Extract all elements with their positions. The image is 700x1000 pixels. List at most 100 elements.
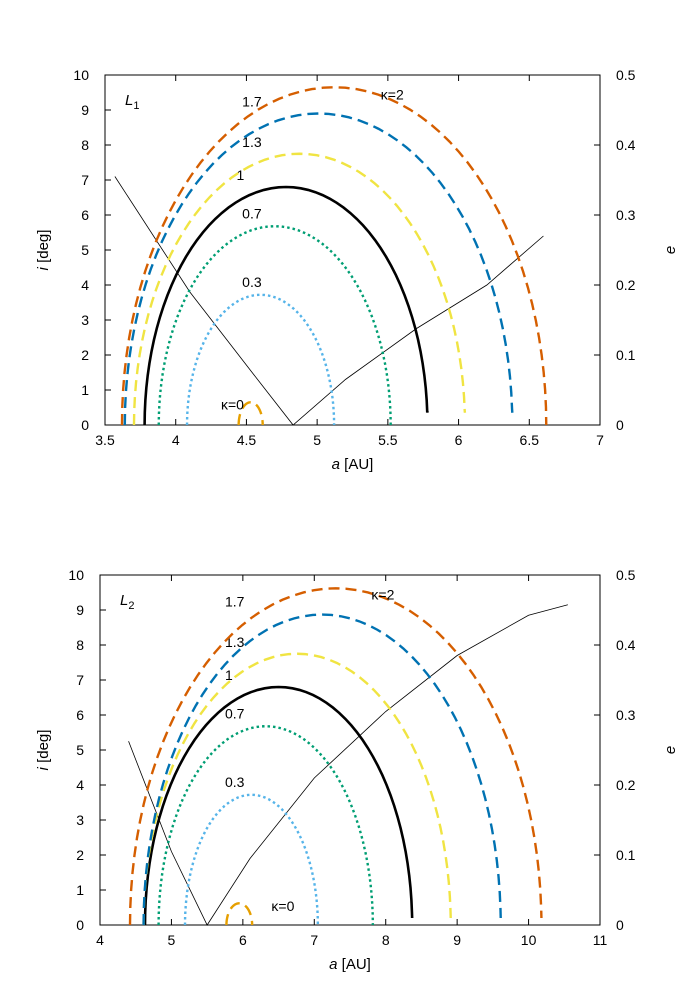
kappa-curve-k03 [183, 793, 320, 926]
x-tick-label: 6 [455, 432, 463, 448]
y-tick-label: 0 [81, 417, 89, 433]
y2-tick-label: 0.2 [616, 277, 636, 293]
kappa-label-k07: 0.7 [225, 706, 245, 722]
x-tick-label: 3.5 [95, 432, 115, 448]
kappa-label-k13: 1.3 [242, 134, 262, 150]
x-tick-label: 5 [313, 432, 321, 448]
y-tick-label: 10 [73, 67, 89, 83]
y2-tick-label: 0 [616, 417, 624, 433]
kappa-label-k0: κ=0 [221, 396, 244, 412]
y-axis-symbol: i [35, 766, 52, 770]
x-tick-label: 11 [593, 932, 608, 948]
kappa-label-k13: 1.3 [225, 634, 245, 650]
y-tick-label: 1 [81, 382, 89, 398]
kappa-curve-k0 [225, 902, 254, 926]
y2-tick-label: 0 [616, 917, 624, 933]
kappa-label-k07: 0.7 [242, 206, 262, 222]
kappa-curve-k13 [142, 652, 452, 926]
panel-label-subscript: 2 [128, 600, 134, 612]
y2-tick-label: 0.2 [616, 777, 636, 793]
y-tick-label: 3 [76, 812, 84, 828]
x-axis-symbol: a [329, 956, 337, 973]
y-tick-label: 4 [76, 777, 84, 793]
x-tick-label: 7 [310, 932, 318, 948]
kappa-curve-k0 [237, 401, 264, 426]
chart-panel-2: 4 5 6 7 8 9 10 11 0 1 2 3 4 5 6 7 8 9 10 0 0.1 0.2 0.3 0.4 0.5 a … [35, 567, 679, 973]
y-tick-label: 3 [81, 312, 89, 328]
panel-label-main: L [125, 92, 133, 109]
x-tick-label: 8 [382, 932, 390, 948]
y-tick-label: 10 [68, 567, 84, 583]
kappa-label-k2: κ=2 [381, 87, 404, 103]
x-tick-label: 6 [239, 932, 247, 948]
kappa-label-k17: 1.7 [242, 94, 262, 110]
y2-tick-label: 0.5 [616, 567, 636, 583]
kappa-label-k0: κ=0 [271, 898, 294, 914]
kappa-curve-k07 [157, 224, 392, 426]
kappa-curve-k1 [143, 185, 429, 426]
kappa-label-k1: 1 [237, 167, 245, 183]
kappa-curve-k17 [142, 613, 502, 926]
kappa-curve-k07 [157, 724, 375, 926]
eccentricity-curve [114, 176, 544, 426]
y-tick-label: 4 [81, 277, 89, 293]
x-tick-label: 9 [453, 932, 461, 948]
x-tick-label: 7 [596, 432, 604, 448]
y-tick-label: 2 [81, 347, 89, 363]
y-tick-label: 7 [81, 172, 89, 188]
y2-tick-label: 0.1 [616, 347, 636, 363]
y2-tick-label: 0.5 [616, 67, 636, 83]
y-axis-unit: [deg] [35, 730, 52, 768]
kappa-curve-k2 [120, 86, 548, 426]
kappa-curve-k03 [185, 293, 336, 426]
y-tick-label: 6 [81, 207, 89, 223]
plot-frame [104, 74, 601, 426]
x-tick-label: 5 [168, 932, 176, 948]
kappa-curve-k13 [132, 152, 467, 426]
panel-label: L1 [125, 92, 139, 112]
kappa-curve-k1 [143, 685, 414, 926]
y2-axis-label: e [662, 246, 679, 254]
y-tick-label: 9 [76, 602, 84, 618]
chart-panel-1: 3.5 4 4.5 5 5.5 6 6.5 701234567891000.10.20.30.… [35, 67, 679, 473]
y-axis-label: i [deg] [35, 230, 52, 271]
y-tick-label: 0 [76, 917, 84, 933]
y-tick-label: 1 [76, 882, 84, 898]
x-tick-label: 6.5 [520, 432, 540, 448]
kappa-label-k2: κ=2 [371, 587, 394, 603]
eccentricity-curve [128, 604, 568, 926]
x-axis-unit: [AU] [340, 456, 373, 473]
kappa-label-k03: 0.3 [225, 774, 245, 790]
kappa-label-k03: 0.3 [242, 274, 262, 290]
y-tick-label: 5 [76, 742, 84, 758]
x-axis-label: a [AU] [332, 456, 374, 473]
x-tick-label: 4.5 [237, 432, 257, 448]
x-tick-label: 4 [96, 932, 104, 948]
y-tick-label: 9 [81, 102, 89, 118]
y2-axis-label: e [662, 746, 679, 754]
y2-tick-label: 0.4 [616, 637, 636, 653]
y-tick-label: 2 [76, 847, 84, 863]
y-axis-symbol: i [35, 266, 52, 270]
panel-label-main: L [120, 592, 128, 609]
x-axis-unit: [AU] [338, 956, 371, 973]
y-tick-label: 8 [81, 137, 89, 153]
panel-label: L2 [120, 592, 134, 612]
x-tick-label: 5.5 [378, 432, 398, 448]
y-tick-label: 7 [76, 672, 84, 688]
kappa-label-k1: 1 [225, 667, 233, 683]
y2-tick-label: 0.1 [616, 847, 636, 863]
y-axis-unit: [deg] [35, 230, 52, 268]
kappa-label-k17: 1.7 [225, 594, 245, 610]
panel-label-subscript: 1 [133, 100, 139, 112]
y-axis-label: i [deg] [35, 730, 52, 771]
y2-tick-label: 0.3 [616, 207, 636, 223]
kappa-curve-k17 [123, 112, 514, 426]
x-axis-symbol: a [332, 456, 340, 473]
y2-tick-label: 0.3 [616, 707, 636, 723]
x-tick-label: 10 [521, 932, 537, 948]
x-axis-label: a [AU] [329, 956, 371, 973]
y2-tick-label: 0.4 [616, 137, 636, 153]
y-tick-label: 6 [76, 707, 84, 723]
